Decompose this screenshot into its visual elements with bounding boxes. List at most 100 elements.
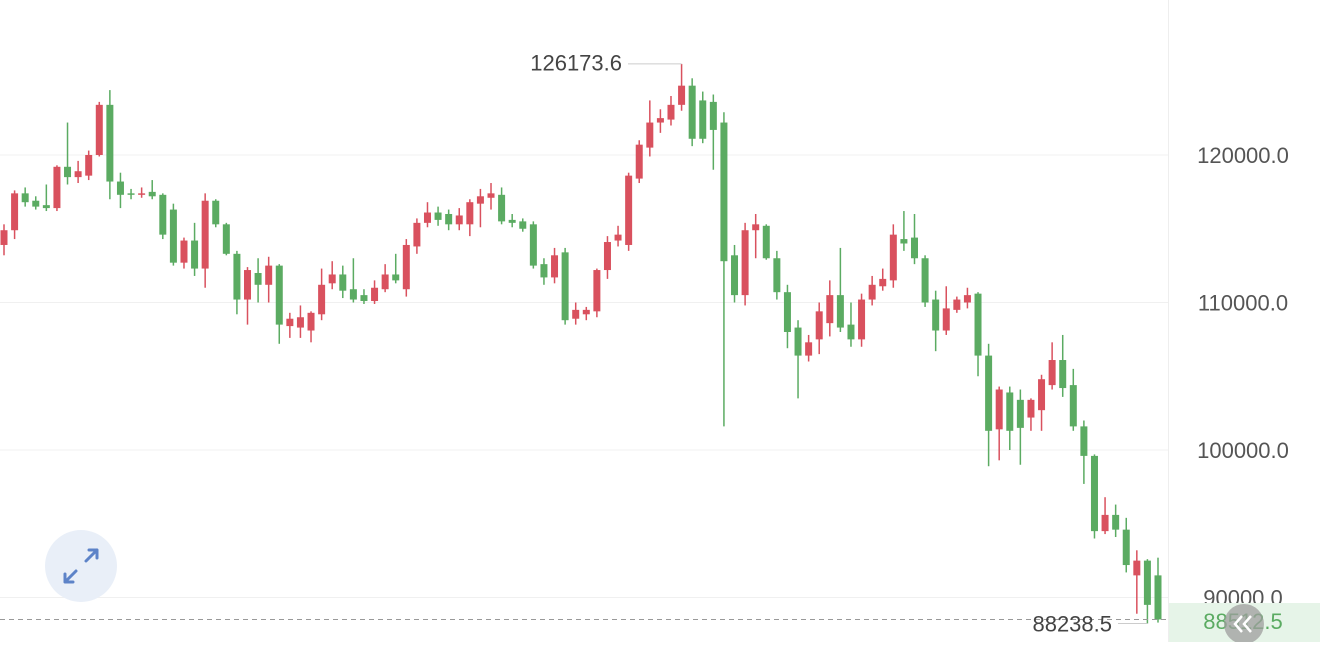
candle-body (402, 244, 410, 290)
expand-button-bg[interactable] (45, 530, 117, 602)
candle-body (1112, 514, 1120, 530)
candle-body (910, 237, 918, 259)
candle-body (932, 299, 940, 331)
candle-body (879, 278, 887, 287)
candle-body (106, 104, 114, 182)
candle-body (921, 258, 929, 303)
candle-body (858, 299, 866, 340)
candle-body (699, 100, 707, 139)
candle-body (148, 191, 156, 197)
candle-body (21, 193, 29, 203)
candle-body (476, 196, 484, 204)
candle-body (773, 258, 781, 293)
candle-body (1143, 560, 1151, 605)
candle-body (826, 295, 834, 324)
candle-body (64, 166, 72, 178)
candle-body (593, 270, 601, 312)
candle-body (233, 253, 241, 300)
candle-body (900, 239, 908, 244)
candle-body (487, 193, 495, 198)
candle-body (169, 209, 177, 263)
candle-body (191, 240, 199, 269)
candle-body (572, 309, 580, 319)
candle-body (667, 104, 675, 120)
candle-body (74, 171, 82, 178)
candle-body (328, 274, 336, 284)
candle-body (953, 299, 961, 310)
candle-body (678, 85, 686, 105)
scroll-latest-button[interactable] (1224, 604, 1264, 644)
candle-body (720, 122, 728, 262)
candle-body (1069, 385, 1077, 427)
candle-body (625, 175, 633, 245)
candle-body (1101, 514, 1109, 532)
candle-body (783, 292, 791, 332)
candle-body (455, 215, 463, 225)
candle-body (423, 212, 431, 223)
candle-body (244, 270, 252, 300)
candle-body (1016, 399, 1024, 428)
candle-body (731, 255, 739, 296)
candle-body (519, 221, 527, 229)
candle-body (1059, 360, 1067, 389)
candle-body (561, 252, 569, 321)
candle-body (413, 222, 421, 247)
candle-body (582, 309, 590, 315)
candle-body (349, 289, 357, 300)
candle-body (656, 118, 664, 123)
candle-body (392, 274, 400, 281)
candle-body (1048, 360, 1056, 386)
candle-body (434, 212, 442, 220)
y-tick-label: 120000.0 (1197, 143, 1289, 168)
candle-body (116, 181, 124, 195)
candle-body (815, 311, 823, 340)
candle-body (286, 318, 294, 327)
y-tick-label: 110000.0 (1198, 290, 1288, 315)
candle-body (688, 85, 696, 139)
expand-button[interactable] (45, 530, 117, 602)
candle-body (138, 193, 146, 195)
candle-body (1122, 529, 1130, 566)
candle-body (985, 355, 993, 431)
candle-body (995, 389, 1003, 430)
candle-body (635, 144, 643, 179)
candle-body (339, 274, 347, 291)
candle-body (942, 308, 950, 331)
candle-body (741, 230, 749, 296)
candle-body (805, 342, 813, 356)
candle-body (307, 312, 315, 331)
candle-body (529, 224, 537, 266)
candle-body (974, 293, 982, 356)
candle-body (868, 284, 876, 300)
candle-body (318, 284, 326, 315)
candle-body (53, 166, 61, 209)
candle-body (794, 327, 802, 356)
candle-body (1090, 455, 1098, 532)
candle-body (1080, 426, 1088, 456)
low-marker-label: 88238.5 (1032, 611, 1112, 636)
candle-body (445, 213, 453, 225)
expand-icon[interactable] (63, 548, 99, 584)
candle-body (540, 264, 548, 278)
candle-body (709, 101, 717, 130)
candle-body (360, 295, 368, 302)
candle-body (847, 324, 855, 340)
candle-body (275, 265, 283, 325)
candle-body (508, 219, 516, 223)
candle-body (889, 234, 897, 281)
candle-body (159, 194, 167, 235)
candle-body (1027, 399, 1035, 418)
candle-body (1133, 560, 1141, 576)
candle-body (42, 205, 50, 209)
y-tick-label: 100000.0 (1197, 438, 1289, 463)
candle-body (646, 122, 654, 148)
high-marker-label: 126173.6 (530, 51, 622, 76)
candle-body (836, 295, 844, 328)
candle-body (603, 242, 611, 271)
candle-body (32, 200, 40, 207)
scroll-latest-icon[interactable] (1233, 615, 1252, 633)
candle-body (0, 230, 8, 245)
candle-body (296, 317, 304, 328)
